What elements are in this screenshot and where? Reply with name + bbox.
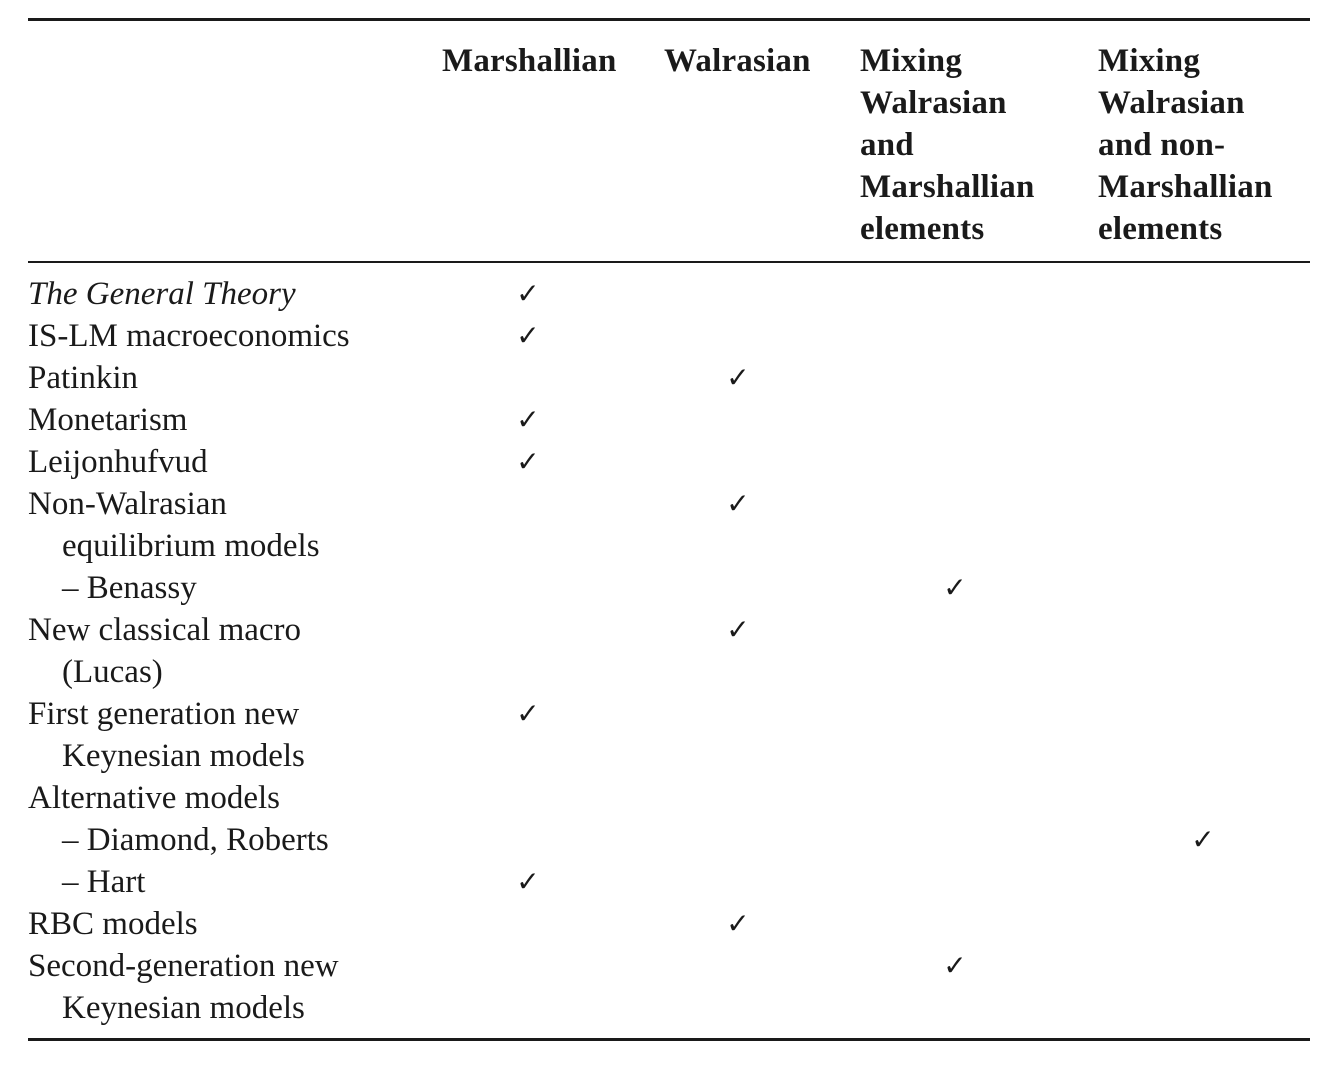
row-label: The General Theory [28, 276, 296, 312]
top-rule [28, 18, 1310, 21]
header-line: Walrasian [1098, 85, 1245, 121]
row-label: Leijonhufvud [28, 444, 208, 480]
check-icon: ✓ [943, 949, 967, 982]
header-line: elements [860, 211, 985, 247]
bottom-rule [28, 1038, 1310, 1041]
row-label-sub: – Hart [62, 864, 146, 900]
header-walrasian: Walrasian [664, 40, 811, 82]
check-icon: ✓ [516, 319, 540, 352]
header-line: Marshallian [860, 169, 1035, 205]
check-icon: ✓ [516, 277, 540, 310]
header-line: Marshallian [1098, 169, 1273, 205]
row-label: New classical macro [28, 612, 302, 648]
check-icon: ✓ [1191, 823, 1215, 856]
check-icon: ✓ [516, 445, 540, 478]
header-line: Walrasian [860, 85, 1007, 121]
header-line: and non- [1098, 127, 1226, 163]
check-icon: ✓ [726, 487, 750, 520]
check-icon: ✓ [943, 571, 967, 604]
check-icon: ✓ [516, 697, 540, 730]
row-label: IS-LM macroeconomics [28, 318, 350, 354]
row-label: RBC models [28, 906, 198, 942]
header-mixing-walrasian-marshallian: Mixing Walrasian and Marshallian element… [860, 40, 1035, 250]
check-icon: ✓ [516, 865, 540, 898]
row-label-continued: Keynesian models [62, 990, 305, 1026]
row-label: Alternative models [28, 780, 281, 816]
check-icon: ✓ [726, 613, 750, 646]
check-icon: ✓ [726, 361, 750, 394]
header-marshallian: Marshallian [442, 40, 617, 82]
header-line: Walrasian [664, 43, 811, 79]
row-label: Patinkin [28, 360, 139, 396]
row-label-continued: equilibrium models [62, 528, 320, 564]
check-icon: ✓ [516, 403, 540, 436]
row-label-sub: – Diamond, Roberts [62, 822, 329, 858]
row-label: First generation new [28, 696, 300, 732]
row-label: Non-Walrasian [28, 486, 227, 522]
header-line: Mixing [1098, 43, 1201, 79]
row-label-sub: – Benassy [62, 570, 197, 606]
row-label: Monetarism [28, 402, 188, 438]
header-line: Marshallian [442, 43, 617, 79]
header-line: Mixing [860, 43, 963, 79]
header-mixing-walrasian-non-marshallian: Mixing Walrasian and non- Marshallian el… [1098, 40, 1273, 250]
header-rule [28, 261, 1310, 263]
row-label: Second-generation new [28, 948, 339, 984]
row-label-continued: (Lucas) [62, 654, 163, 690]
check-icon: ✓ [726, 907, 750, 940]
header-line: and [860, 127, 914, 163]
row-label-continued: Keynesian models [62, 738, 305, 774]
header-line: elements [1098, 211, 1223, 247]
